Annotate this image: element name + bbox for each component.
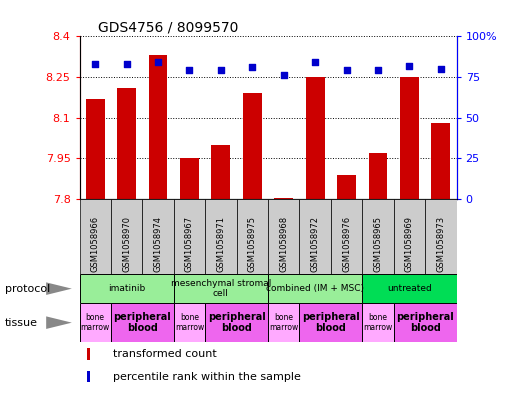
Bar bbox=[306, 77, 325, 199]
Bar bbox=[274, 198, 293, 199]
Text: mesenchymal stromal
cell: mesenchymal stromal cell bbox=[171, 279, 271, 298]
Bar bbox=[331, 199, 362, 274]
Point bbox=[91, 61, 100, 67]
Point bbox=[185, 67, 193, 73]
Point bbox=[437, 66, 445, 72]
Point bbox=[405, 62, 413, 69]
Bar bbox=[362, 199, 393, 274]
Bar bbox=[337, 175, 356, 199]
Text: bone
marrow: bone marrow bbox=[269, 313, 299, 332]
Text: GSM1058969: GSM1058969 bbox=[405, 216, 414, 272]
Bar bbox=[174, 274, 268, 303]
Text: GSM1058966: GSM1058966 bbox=[91, 215, 100, 272]
Bar bbox=[362, 303, 393, 342]
Text: transformed count: transformed count bbox=[113, 349, 217, 359]
Text: imatinib: imatinib bbox=[108, 284, 145, 293]
Point bbox=[248, 64, 256, 70]
Text: GSM1058973: GSM1058973 bbox=[437, 215, 445, 272]
Text: GSM1058976: GSM1058976 bbox=[342, 215, 351, 272]
Polygon shape bbox=[46, 316, 72, 329]
Bar bbox=[393, 199, 425, 274]
Text: GSM1058975: GSM1058975 bbox=[248, 216, 257, 272]
Text: untreated: untreated bbox=[387, 284, 432, 293]
Bar bbox=[362, 274, 457, 303]
Bar bbox=[400, 77, 419, 199]
Bar bbox=[368, 153, 387, 199]
Bar bbox=[268, 303, 300, 342]
Bar bbox=[87, 348, 90, 360]
Text: peripheral
blood: peripheral blood bbox=[208, 312, 266, 333]
Text: GSM1058971: GSM1058971 bbox=[216, 216, 225, 272]
Bar bbox=[174, 303, 205, 342]
Text: GSM1058972: GSM1058972 bbox=[311, 216, 320, 272]
Text: peripheral
blood: peripheral blood bbox=[302, 312, 360, 333]
Bar bbox=[205, 303, 268, 342]
Text: bone
marrow: bone marrow bbox=[363, 313, 392, 332]
Text: bone
marrow: bone marrow bbox=[175, 313, 204, 332]
Text: GSM1058974: GSM1058974 bbox=[153, 216, 163, 272]
Bar bbox=[300, 199, 331, 274]
Bar bbox=[87, 371, 90, 382]
Bar bbox=[268, 274, 362, 303]
Point bbox=[123, 61, 131, 67]
Text: tissue: tissue bbox=[5, 318, 38, 328]
Text: GSM1058968: GSM1058968 bbox=[279, 215, 288, 272]
Bar bbox=[211, 145, 230, 199]
Text: peripheral
blood: peripheral blood bbox=[396, 312, 454, 333]
Bar bbox=[86, 99, 105, 199]
Bar bbox=[111, 199, 143, 274]
Point bbox=[311, 59, 319, 65]
Text: peripheral
blood: peripheral blood bbox=[113, 312, 171, 333]
Bar bbox=[80, 274, 174, 303]
Text: GSM1058970: GSM1058970 bbox=[122, 216, 131, 272]
Bar bbox=[300, 303, 362, 342]
Point bbox=[217, 67, 225, 73]
Bar bbox=[80, 199, 111, 274]
Polygon shape bbox=[46, 282, 72, 295]
Bar bbox=[149, 55, 167, 199]
Bar bbox=[425, 199, 457, 274]
Bar bbox=[174, 199, 205, 274]
Point bbox=[280, 72, 288, 79]
Text: combined (IM + MSC): combined (IM + MSC) bbox=[266, 284, 364, 293]
Bar bbox=[111, 303, 174, 342]
Text: GDS4756 / 8099570: GDS4756 / 8099570 bbox=[98, 21, 239, 35]
Text: GSM1058967: GSM1058967 bbox=[185, 215, 194, 272]
Bar bbox=[268, 199, 300, 274]
Text: protocol: protocol bbox=[5, 284, 50, 294]
Bar bbox=[80, 303, 111, 342]
Bar bbox=[117, 88, 136, 199]
Text: GSM1058965: GSM1058965 bbox=[373, 216, 383, 272]
Bar bbox=[243, 93, 262, 199]
Point bbox=[154, 59, 162, 65]
Point bbox=[343, 67, 351, 73]
Bar bbox=[393, 303, 457, 342]
Text: percentile rank within the sample: percentile rank within the sample bbox=[113, 372, 301, 382]
Bar bbox=[180, 158, 199, 199]
Point bbox=[374, 67, 382, 73]
Bar bbox=[431, 123, 450, 199]
Bar bbox=[236, 199, 268, 274]
Bar bbox=[205, 199, 236, 274]
Text: bone
marrow: bone marrow bbox=[81, 313, 110, 332]
Bar bbox=[143, 199, 174, 274]
